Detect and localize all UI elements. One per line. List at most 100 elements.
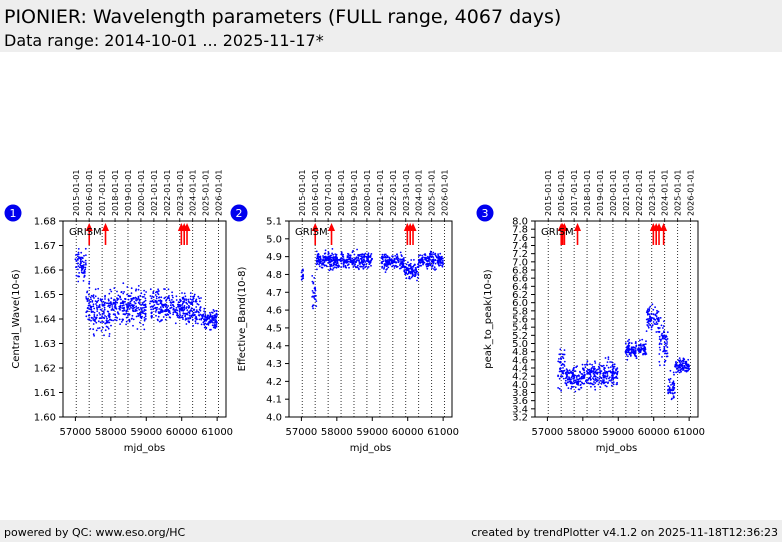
data-point xyxy=(103,311,105,314)
date-tick-label: 2025-01-01 xyxy=(674,170,683,217)
panel-index-label: 1 xyxy=(10,207,17,220)
data-point xyxy=(126,293,128,296)
data-point xyxy=(403,257,405,259)
data-point xyxy=(80,251,83,254)
data-point xyxy=(88,308,90,310)
data-point xyxy=(183,306,186,309)
data-point xyxy=(193,314,196,317)
data-point xyxy=(671,387,674,389)
data-point xyxy=(570,372,573,374)
data-point xyxy=(612,365,615,368)
data-point xyxy=(611,361,613,363)
data-point xyxy=(185,317,187,320)
data-point xyxy=(669,369,672,372)
data-point xyxy=(560,357,562,360)
data-point xyxy=(211,311,213,314)
data-point xyxy=(194,322,197,324)
y-tick-label: 1.63 xyxy=(34,339,56,350)
data-point xyxy=(383,254,386,257)
data-point xyxy=(574,370,577,372)
data-point xyxy=(181,316,184,319)
data-point xyxy=(144,299,147,302)
data-point xyxy=(426,260,429,263)
data-point xyxy=(606,361,609,363)
data-point xyxy=(560,364,563,367)
data-point xyxy=(110,290,113,293)
data-point xyxy=(107,314,110,317)
data-point xyxy=(203,324,206,326)
data-point xyxy=(558,353,561,356)
data-point xyxy=(135,309,138,312)
data-point xyxy=(125,320,128,323)
data-point xyxy=(135,305,138,308)
data-point xyxy=(559,360,562,363)
data-point xyxy=(362,267,365,270)
data-point xyxy=(608,379,611,382)
y-axis-label: peak_to_peak(10-8) xyxy=(483,269,494,368)
data-point xyxy=(188,320,191,323)
data-point xyxy=(658,353,661,355)
data-point xyxy=(143,328,146,331)
data-point xyxy=(187,298,190,301)
data-point xyxy=(202,321,205,324)
data-point xyxy=(214,327,217,329)
data-point xyxy=(438,264,440,267)
date-tick-label: 2020-01-01 xyxy=(609,170,618,217)
date-tick-label: 2022-01-01 xyxy=(163,170,172,217)
data-point xyxy=(433,259,435,262)
data-point xyxy=(442,263,444,266)
data-point xyxy=(416,270,419,273)
data-point xyxy=(563,365,566,367)
data-point xyxy=(191,299,193,301)
data-point xyxy=(638,350,640,353)
data-point xyxy=(381,267,383,269)
data-point xyxy=(91,300,94,302)
data-point xyxy=(650,312,653,315)
data-point xyxy=(75,254,77,256)
data-point xyxy=(145,318,147,320)
data-point xyxy=(97,299,100,302)
data-point xyxy=(649,315,651,318)
data-point xyxy=(581,363,584,366)
data-point xyxy=(607,358,610,360)
data-point xyxy=(183,308,186,311)
data-point xyxy=(98,327,101,329)
data-point xyxy=(422,263,424,266)
x-tick-label: 61000 xyxy=(427,427,459,438)
data-point xyxy=(324,259,326,261)
data-point xyxy=(603,368,605,371)
data-point xyxy=(413,271,416,274)
data-point xyxy=(144,297,147,300)
data-point xyxy=(414,264,416,266)
data-point xyxy=(558,358,560,360)
data-point xyxy=(85,315,88,318)
data-point xyxy=(615,383,618,386)
data-point xyxy=(81,257,84,260)
data-point xyxy=(214,314,217,316)
data-point xyxy=(628,338,630,341)
data-point xyxy=(400,262,403,265)
event-arrow-head xyxy=(560,223,568,231)
data-point xyxy=(411,265,414,268)
data-point xyxy=(215,324,218,326)
data-point xyxy=(172,313,175,316)
data-point xyxy=(590,385,592,388)
data-point xyxy=(184,319,187,321)
data-point xyxy=(344,259,347,262)
data-point xyxy=(212,309,215,311)
data-point xyxy=(137,297,140,299)
data-point xyxy=(565,375,568,378)
data-point xyxy=(334,253,337,256)
data-point xyxy=(214,321,216,324)
data-point xyxy=(210,320,213,322)
data-point xyxy=(656,309,658,312)
data-point xyxy=(201,314,203,317)
data-point xyxy=(598,377,601,380)
data-point xyxy=(655,331,658,333)
data-point xyxy=(193,295,196,298)
data-point xyxy=(657,310,660,313)
data-point xyxy=(343,260,345,263)
grism-annotation: GRISM xyxy=(541,227,574,238)
data-point xyxy=(80,269,83,272)
data-point xyxy=(672,380,675,383)
